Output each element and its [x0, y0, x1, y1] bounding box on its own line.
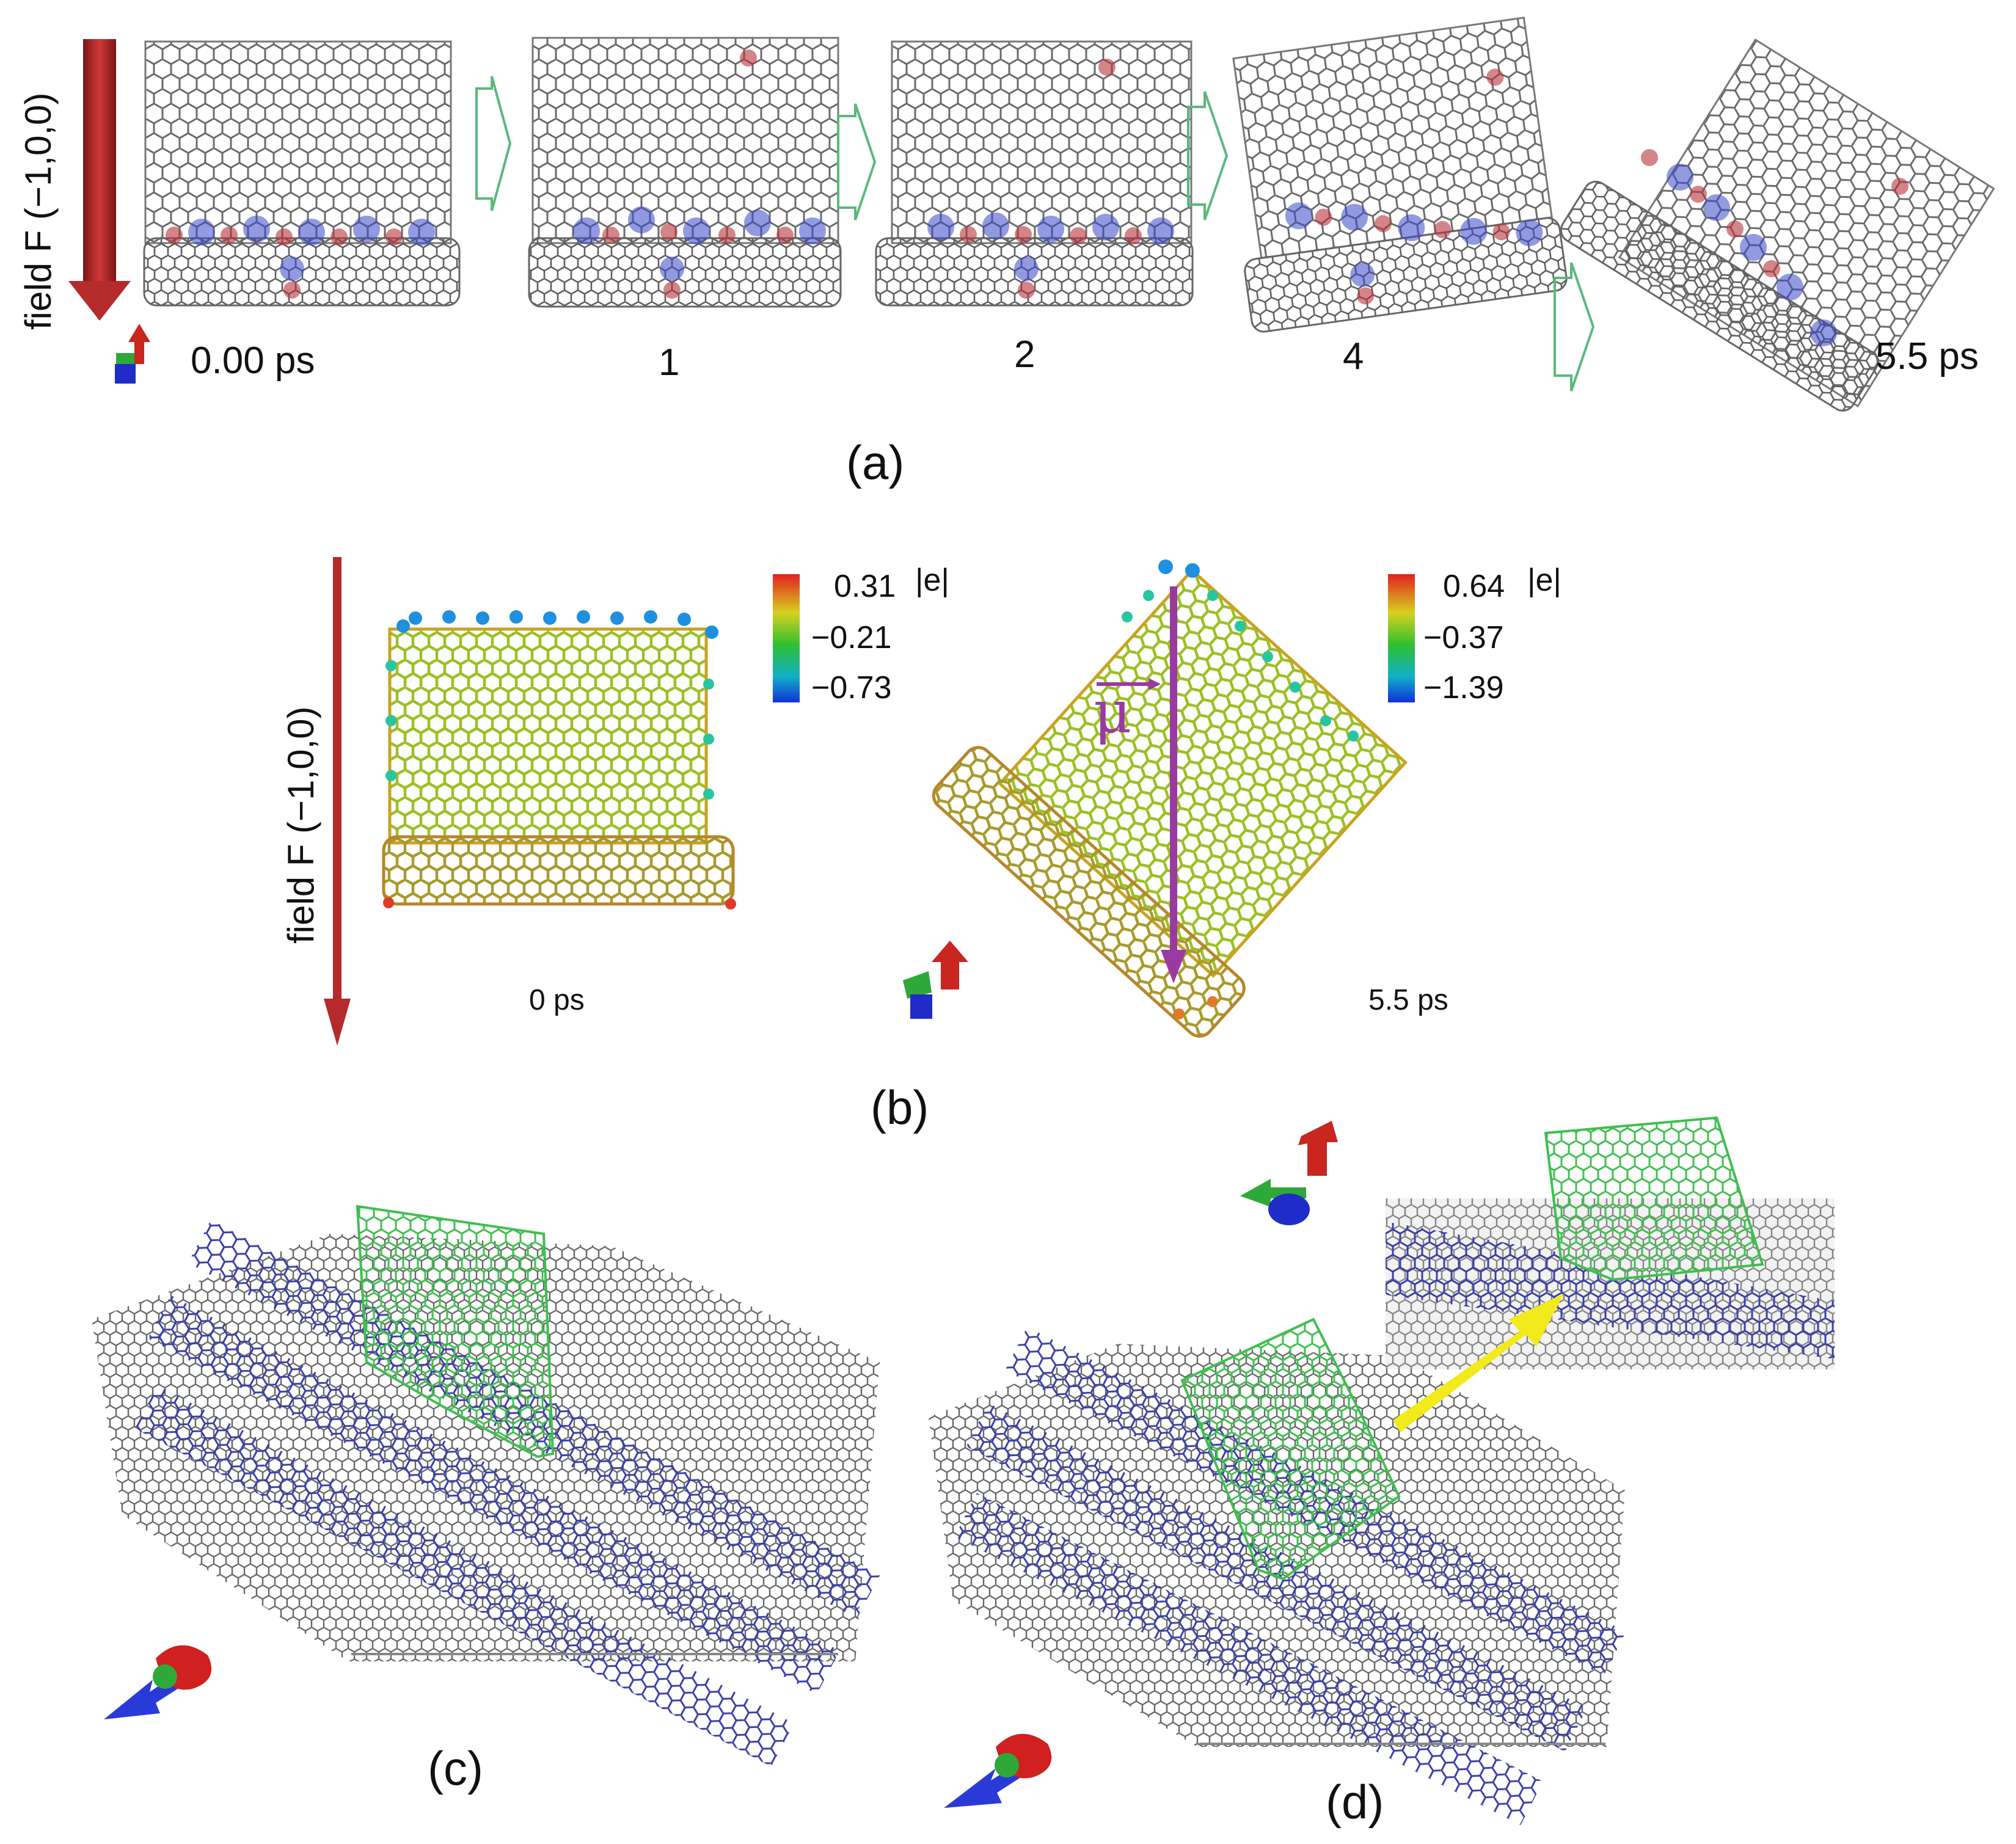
colorbar-left-unit: |e| — [915, 563, 949, 598]
colorbar-left-max: 0.31 — [834, 569, 896, 604]
snapshot-frame-2 — [875, 40, 1194, 307]
graphene-flake-d — [1180, 1317, 1401, 1581]
time-label-final: 5.5 ps — [1368, 984, 1448, 1016]
snapshot-frame-4 — [1232, 16, 1568, 333]
field-arrow-b — [324, 557, 351, 1046]
snapshot-frame-5 — [1560, 38, 1995, 412]
colorbar-right-min: −1.39 — [1423, 670, 1504, 705]
step-arrow — [1554, 262, 1595, 392]
panel-label-a: (a) — [846, 435, 905, 489]
panel-label-d: (d) — [1326, 1775, 1384, 1829]
time-label: 0.00 ps — [191, 340, 315, 382]
charge-map-final — [932, 559, 1408, 1038]
step-arrow — [475, 76, 512, 211]
charge-map-initial — [382, 610, 736, 909]
time-label: 1 — [659, 341, 680, 384]
colorbar-right — [1388, 574, 1415, 702]
graphene-flake-c — [356, 1204, 555, 1459]
colorbar-left-min: −0.73 — [811, 670, 892, 705]
axis-triad-icon — [104, 1645, 212, 1719]
zoom-pointer-arrow — [1393, 1294, 1564, 1432]
axis-triad-icon — [1240, 1121, 1338, 1225]
field-arrow-a — [68, 39, 131, 321]
panel-d — [929, 1116, 1835, 1825]
colorbar-left-mid: −0.21 — [811, 620, 892, 655]
step-arrow — [1187, 91, 1229, 220]
time-label: 4 — [1343, 335, 1364, 377]
panel-label-c: (c) — [428, 1741, 483, 1795]
colorbar-left — [773, 574, 800, 702]
axis-triad-icon — [944, 1733, 1052, 1808]
field-label-b: field F (−1,0,0) — [280, 706, 321, 944]
axis-triad-icon — [903, 941, 968, 1019]
time-label-initial: 0 ps — [529, 984, 585, 1016]
colorbar-right-mid: −0.37 — [1423, 620, 1504, 655]
dipole-arrow — [1097, 586, 1186, 983]
colorbar-right-unit: |e| — [1527, 563, 1561, 598]
dipole-symbol: μ — [1094, 678, 1132, 746]
snapshot-frame-1 — [528, 37, 842, 308]
field-label-a: field F (−1,0,0) — [18, 92, 59, 330]
panel-label-b: (b) — [871, 1081, 929, 1134]
axis-triad-icon — [115, 324, 150, 384]
step-arrow — [837, 103, 877, 220]
time-label: 2 — [1014, 333, 1035, 376]
colorbar-right-max: 0.64 — [1443, 569, 1505, 604]
panel-a — [68, 16, 1995, 412]
panel-c — [92, 1204, 880, 1767]
time-label: 5.5 ps — [1875, 335, 1979, 377]
panel-b — [324, 557, 1415, 1046]
snapshot-frame-0 — [143, 40, 461, 307]
inset-zoom — [1386, 1116, 1835, 1369]
